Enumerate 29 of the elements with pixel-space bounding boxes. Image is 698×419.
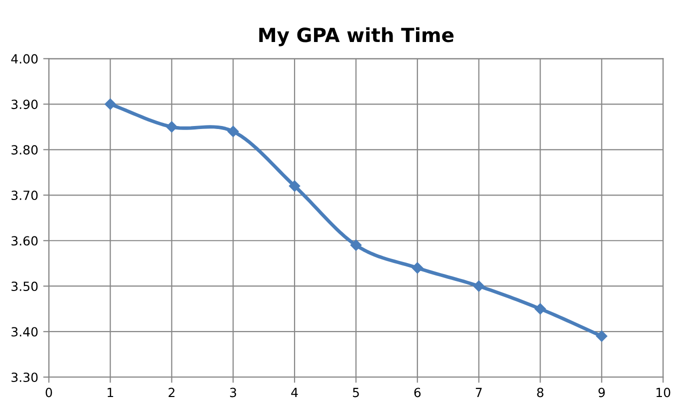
point xyxy=(473,280,484,292)
point xyxy=(228,126,239,138)
y-tick-label: 3.40 xyxy=(12,327,38,337)
x-tick-label: 4 xyxy=(291,388,298,398)
y-tick-label: 3.60 xyxy=(12,236,38,246)
x-tick-label: 10 xyxy=(656,388,670,398)
x-tick-label: 1 xyxy=(108,388,114,398)
point xyxy=(412,262,424,274)
y-tick-label: 3.30 xyxy=(12,372,38,382)
x-tick-label: 9 xyxy=(598,388,605,398)
point xyxy=(166,121,178,133)
x-tick-label: 6 xyxy=(414,388,421,398)
point xyxy=(104,98,116,110)
point xyxy=(534,303,546,314)
x-tick-label: 0 xyxy=(46,388,52,398)
y-tick-label: 3.80 xyxy=(12,145,38,155)
x-tick-label: 5 xyxy=(352,388,359,398)
x-tick-label: 2 xyxy=(168,388,174,398)
x-tick-label: 8 xyxy=(537,388,544,398)
point xyxy=(288,180,300,192)
x-tick-label: 7 xyxy=(476,388,482,398)
point xyxy=(596,330,608,342)
y-tick-label: 3.50 xyxy=(12,282,38,292)
y-tick-label: 3.90 xyxy=(12,100,38,110)
point xyxy=(350,240,362,251)
chart-title: My GPA with Time xyxy=(259,27,454,46)
y-tick-label: 4.00 xyxy=(11,54,38,64)
x-tick-label: 3 xyxy=(230,388,236,398)
y-tick-label: 3.70 xyxy=(12,190,38,200)
